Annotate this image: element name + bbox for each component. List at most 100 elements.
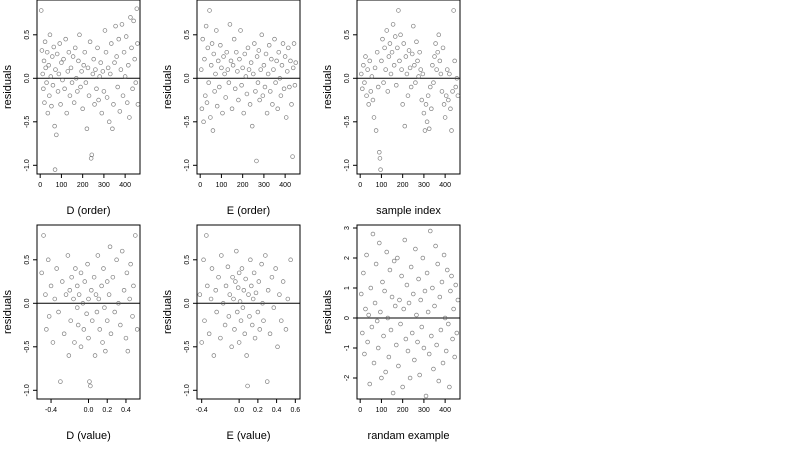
y-tick-label: -0.5: [344, 116, 351, 128]
data-point: [102, 28, 108, 33]
data-point: [77, 32, 82, 38]
data-point: [450, 336, 455, 342]
data-point: [385, 315, 391, 321]
data-point: [373, 128, 379, 133]
data-point: [408, 84, 414, 90]
data-point: [75, 322, 81, 328]
data-point: [74, 76, 79, 81]
data-point: [132, 56, 137, 62]
data-point: [48, 74, 54, 79]
data-point: [437, 294, 443, 300]
data-point: [369, 74, 375, 79]
y-tick-label: -1.0: [184, 159, 191, 171]
data-point: [247, 102, 253, 107]
data-point: [43, 292, 48, 297]
data-point: [365, 67, 370, 72]
data-point: [370, 97, 376, 103]
data-point: [60, 77, 65, 83]
data-point: [423, 102, 429, 107]
data-point: [89, 288, 94, 293]
y-axis-label: residuals: [162, 64, 174, 109]
data-point: [265, 71, 271, 77]
data-point: [52, 123, 57, 129]
data-point: [51, 44, 57, 50]
data-point: [288, 58, 293, 64]
data-point: [392, 34, 398, 39]
data-point: [41, 86, 46, 91]
data-point: [413, 80, 418, 85]
data-point: [440, 45, 446, 51]
data-point: [211, 51, 217, 57]
y-tick-label: 0.5: [184, 30, 191, 40]
data-point: [277, 76, 283, 81]
data-point: [227, 292, 233, 297]
data-point: [222, 71, 227, 77]
data-point: [91, 274, 97, 280]
x-tick-label: 100: [216, 182, 228, 189]
data-point: [60, 279, 65, 284]
data-point: [416, 276, 421, 282]
data-point: [274, 58, 279, 64]
data-point: [264, 110, 270, 116]
data-point: [455, 93, 461, 98]
data-point: [399, 273, 404, 279]
data-point: [47, 32, 53, 38]
data-point: [285, 69, 290, 74]
data-point: [213, 71, 218, 77]
data-point: [38, 8, 44, 13]
data-point: [214, 28, 219, 33]
data-point: [415, 339, 420, 345]
data-point: [417, 49, 422, 55]
data-point: [61, 56, 66, 62]
x-tick-label: 300: [258, 182, 270, 189]
data-point: [112, 60, 117, 65]
data-point: [245, 45, 251, 51]
x-tick-label: 0.4: [121, 407, 131, 414]
data-point: [439, 89, 445, 94]
data-point: [75, 89, 80, 94]
data-point: [371, 360, 377, 366]
data-point: [204, 233, 209, 238]
x-tick-label: 400: [119, 182, 131, 189]
data-point: [249, 123, 255, 129]
data-point: [66, 353, 72, 358]
data-point: [288, 257, 293, 263]
x-tick-label: 0.2: [253, 407, 263, 414]
data-point: [407, 65, 413, 71]
data-point: [208, 115, 213, 120]
data-point: [449, 128, 454, 133]
data-point: [269, 274, 275, 280]
scatter-panel-sample_index: 0 100 200 300 400 -1.0 -0.5 0.0 0.5 sample index r…: [322, 0, 461, 217]
data-point: [40, 71, 45, 77]
data-point: [273, 266, 278, 271]
data-point: [372, 65, 378, 71]
data-point: [71, 296, 76, 302]
data-point: [409, 330, 415, 336]
data-point: [449, 273, 454, 279]
data-point: [401, 306, 406, 312]
data-point: [400, 384, 405, 390]
data-point: [119, 22, 125, 27]
data-point: [118, 322, 123, 328]
data-point: [415, 58, 420, 64]
data-point: [239, 266, 245, 271]
data-point: [430, 62, 435, 68]
data-point: [384, 249, 389, 255]
data-point: [44, 327, 49, 332]
y-tick-label: 0.0: [184, 73, 191, 83]
data-point: [293, 60, 299, 65]
data-point: [130, 314, 135, 319]
data-point: [361, 270, 366, 276]
data-point: [236, 340, 242, 345]
data-point: [125, 348, 131, 354]
data-point: [214, 309, 219, 315]
data-point: [366, 312, 371, 318]
data-point: [366, 102, 371, 107]
data-point: [41, 58, 47, 64]
data-point: [133, 233, 138, 238]
data-point: [230, 62, 236, 68]
data-point: [45, 110, 51, 116]
data-point: [292, 83, 298, 88]
y-tick-label: 0.5: [344, 30, 351, 40]
data-point: [362, 351, 367, 357]
